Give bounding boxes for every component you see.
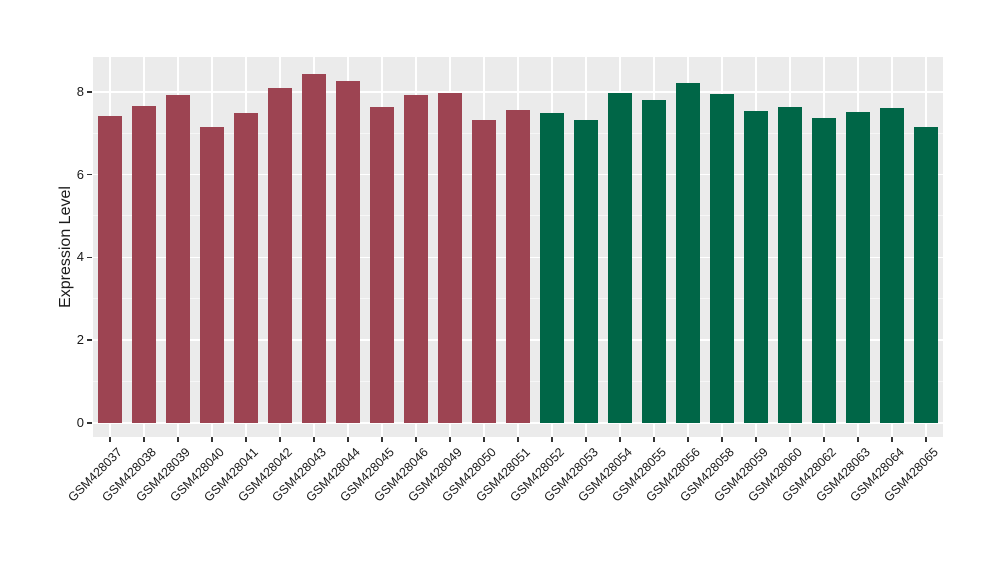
- y-tick-mark: [87, 256, 92, 259]
- bar: [676, 82, 700, 423]
- x-tick-mark: [347, 437, 349, 442]
- x-tick-mark: [687, 437, 689, 442]
- bar: [812, 117, 836, 423]
- y-tick-label: 8: [76, 83, 84, 99]
- y-tick-label: 4: [76, 249, 84, 265]
- bar: [404, 95, 428, 423]
- bar: [608, 93, 632, 423]
- bar: [370, 107, 394, 423]
- bar: [98, 116, 122, 423]
- y-tick-label: 2: [76, 332, 84, 348]
- x-tick-mark: [857, 437, 859, 442]
- bar: [880, 107, 904, 423]
- x-tick-mark: [279, 437, 281, 442]
- bar: [132, 105, 156, 423]
- bar: [846, 112, 870, 423]
- y-tick-mark: [87, 422, 92, 424]
- x-tick-mark: [823, 437, 825, 442]
- bar: [506, 110, 530, 423]
- bar: [234, 112, 258, 423]
- x-tick-mark: [755, 437, 757, 442]
- x-tick-mark: [721, 437, 723, 442]
- x-tick-mark: [483, 437, 485, 442]
- x-tick-mark: [585, 437, 587, 442]
- bar: [710, 93, 734, 423]
- y-tick-mark: [87, 339, 92, 341]
- bar: [166, 95, 190, 423]
- y-tick-mark: [87, 173, 92, 176]
- x-tick-mark: [789, 437, 791, 442]
- x-tick-mark: [551, 437, 553, 442]
- bar: [268, 88, 292, 423]
- bar: [540, 113, 564, 423]
- bar: [438, 93, 462, 423]
- plot-panel: [93, 57, 943, 437]
- bar: [302, 74, 326, 423]
- y-tick-label: 0: [76, 415, 84, 430]
- x-tick-mark: [177, 437, 179, 442]
- x-tick-mark: [925, 437, 927, 442]
- x-tick-mark: [211, 437, 213, 442]
- x-tick-mark: [517, 437, 519, 442]
- bar: [574, 119, 598, 423]
- bar: [778, 107, 802, 423]
- bar: [472, 119, 496, 423]
- bar: [744, 111, 768, 423]
- x-tick-mark: [143, 437, 145, 442]
- x-tick-mark: [313, 437, 315, 442]
- y-axis-title: Expression Level: [57, 186, 74, 308]
- y-tick-mark: [87, 91, 92, 93]
- y-tick-label: 6: [76, 166, 84, 182]
- x-tick-mark: [415, 437, 417, 442]
- x-tick-mark: [619, 437, 621, 442]
- x-tick-mark: [245, 437, 247, 442]
- bar: [336, 81, 360, 423]
- bar: [200, 126, 224, 423]
- x-tick-mark: [381, 437, 383, 442]
- bar: [642, 100, 666, 423]
- x-tick-mark: [449, 437, 451, 442]
- bar: [914, 126, 938, 423]
- x-tick-mark: [653, 437, 655, 442]
- x-tick-mark: [891, 437, 893, 442]
- x-tick-mark: [109, 437, 111, 442]
